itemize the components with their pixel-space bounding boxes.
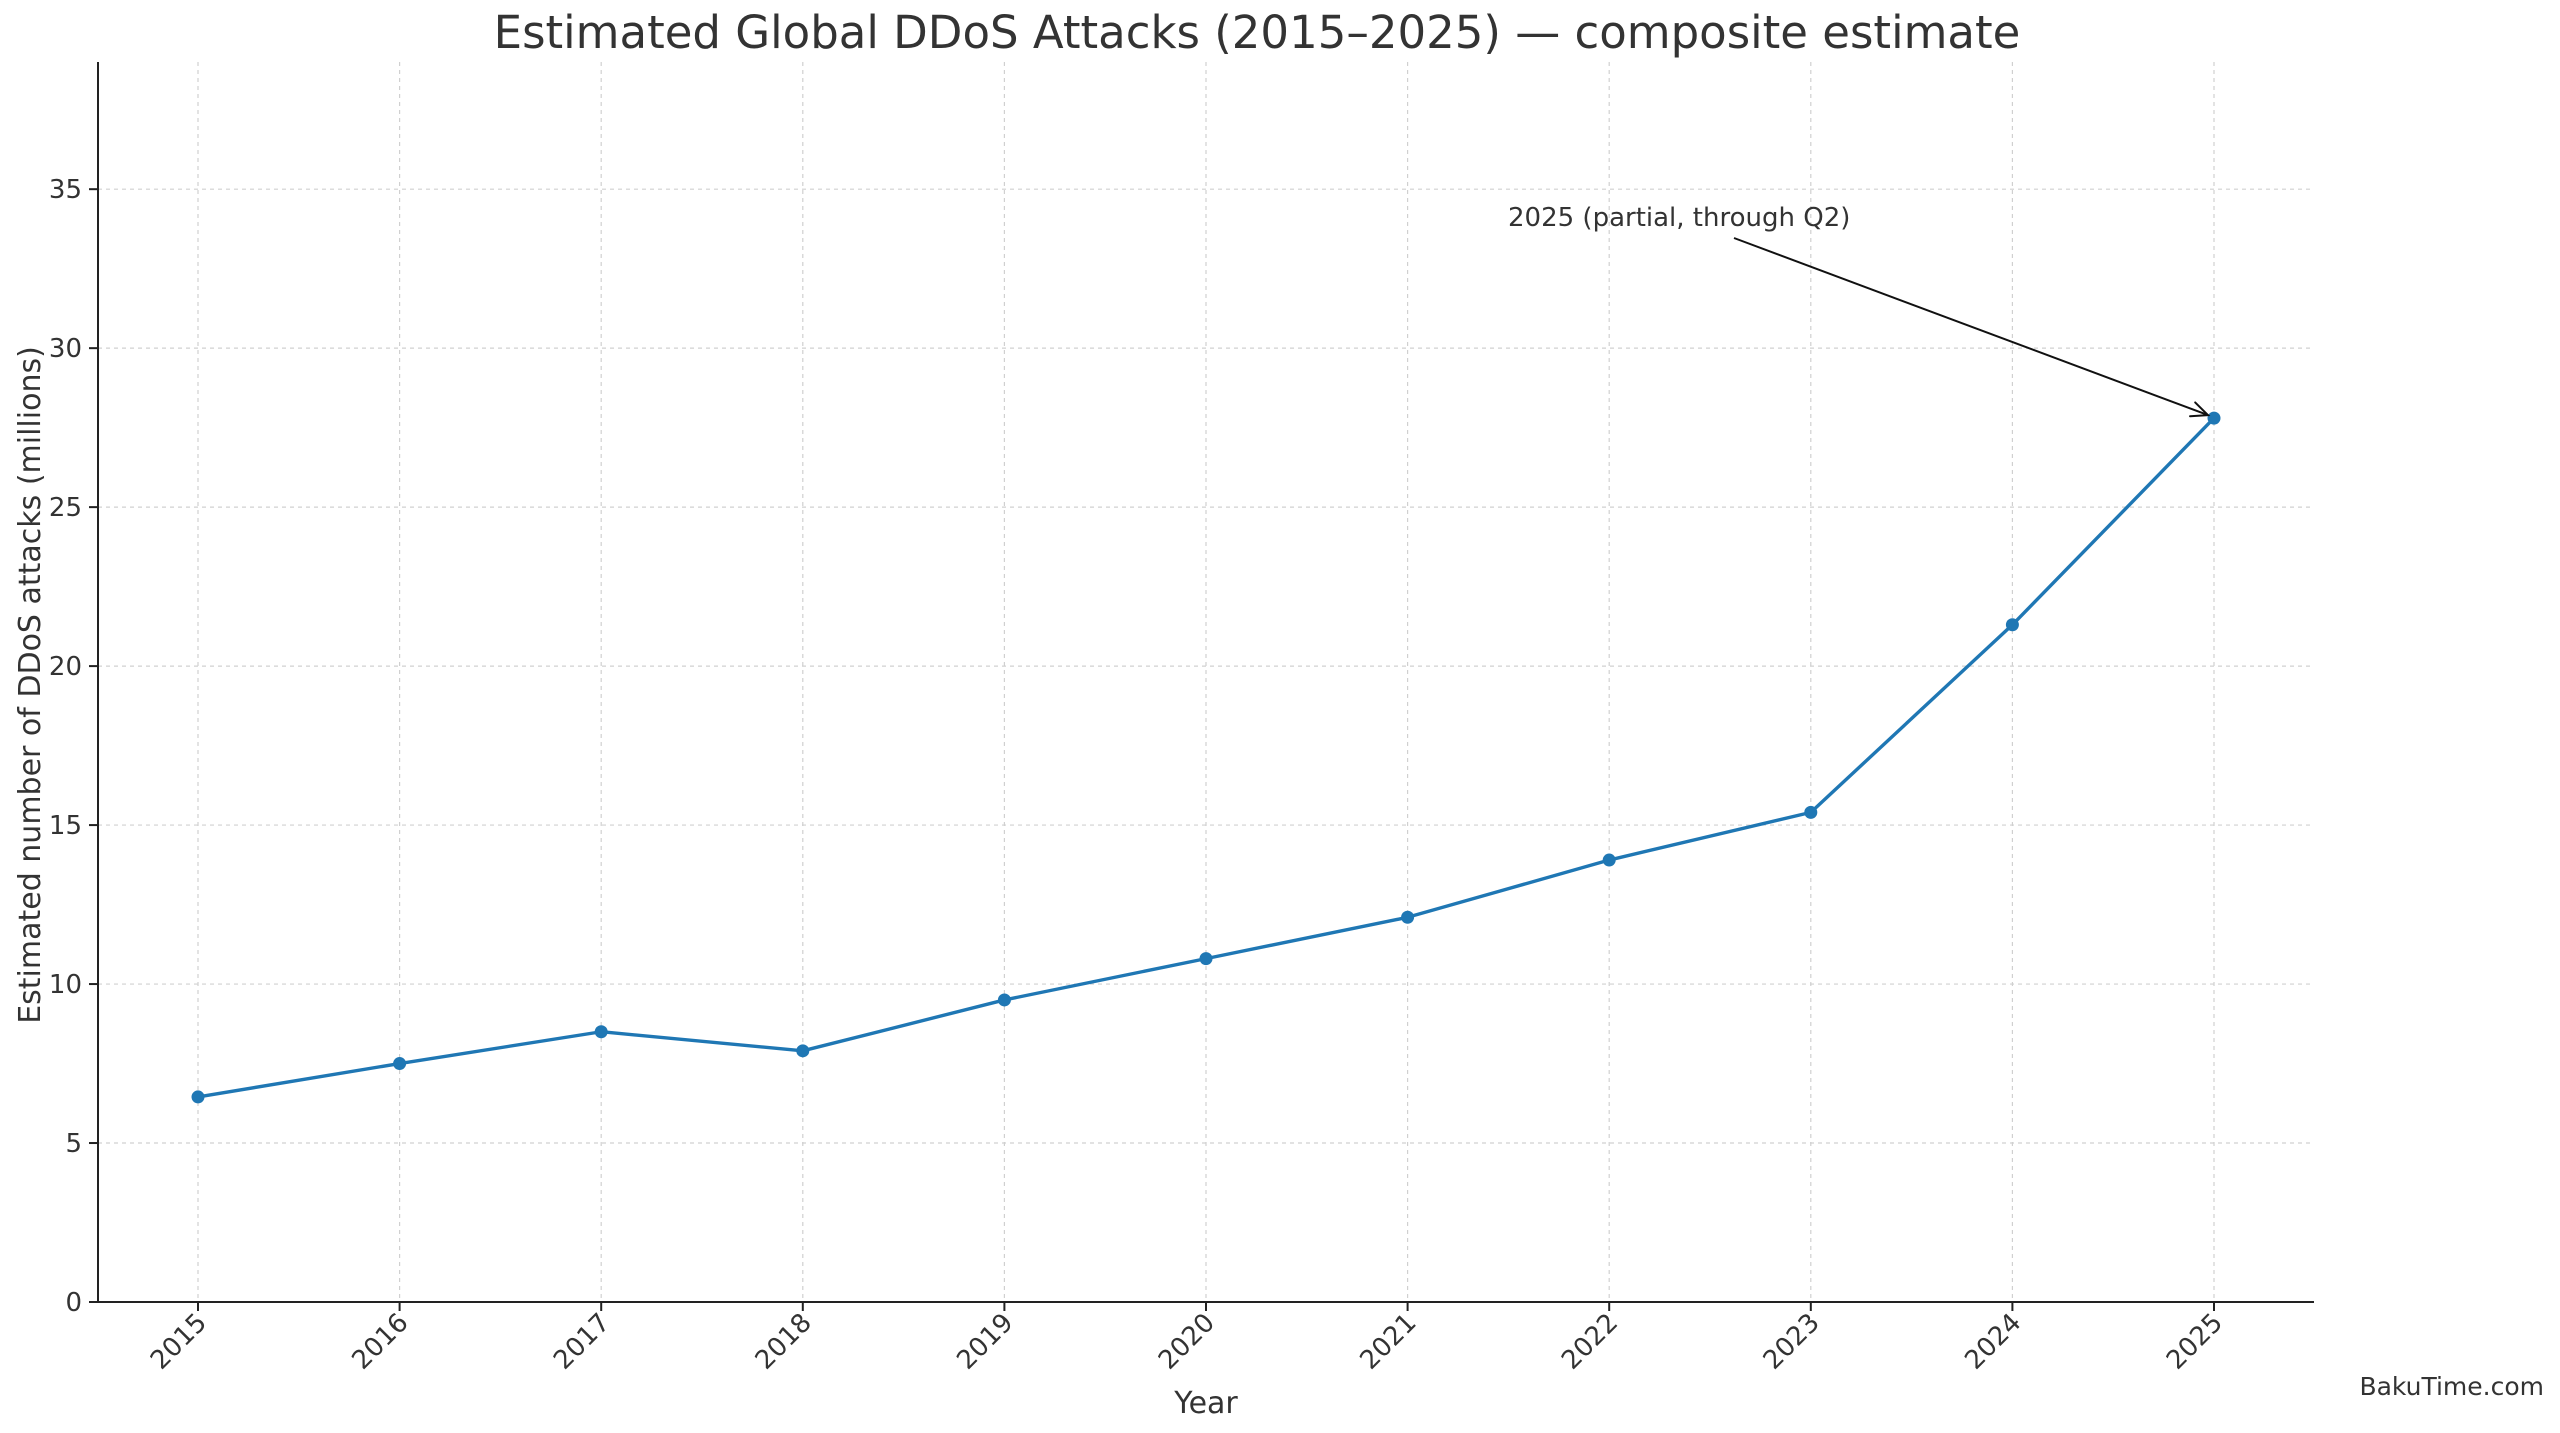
x-axis-ticks: 2015 2016 2017 2018 2019 2020 2021 2022 2023 2024… — [145, 1302, 2229, 1376]
x-tick-label: 2019 — [951, 1308, 1019, 1376]
x-tick-label: 2016 — [347, 1308, 415, 1376]
annotation-text: 2025 (partial, through Q2) — [1508, 203, 1850, 233]
annotation-arrow — [1733, 237, 2209, 417]
x-tick-label: 2023 — [1758, 1308, 1826, 1376]
y-tick-label: 30 — [49, 334, 82, 364]
x-tick-label: 2021 — [1355, 1308, 1423, 1376]
data-point — [997, 993, 1011, 1007]
y-tick-label: 15 — [49, 811, 82, 841]
data-point — [1804, 805, 1818, 819]
y-tick-label: 20 — [49, 652, 82, 682]
data-point — [191, 1090, 205, 1104]
x-tick-label: 2024 — [1959, 1308, 2027, 1376]
x-tick-label: 2020 — [1153, 1308, 1221, 1376]
y-tick-label: 25 — [49, 493, 82, 523]
data-point — [393, 1057, 407, 1071]
chart-title: Estimated Global DDoS Attacks (2015–2025… — [494, 6, 2021, 59]
x-tick-label: 2015 — [145, 1308, 213, 1376]
data-point — [1199, 952, 1213, 966]
data-point — [594, 1025, 608, 1039]
annotation: 2025 (partial, through Q2) — [1508, 203, 2211, 418]
annotation-arrowhead — [2189, 401, 2211, 418]
data-point — [1602, 853, 1616, 867]
y-tick-label: 5 — [65, 1129, 82, 1159]
y-axis-ticks: 0 5 10 15 20 25 30 35 — [49, 175, 98, 1318]
x-axis-label: Year — [1173, 1386, 1238, 1421]
data-point — [1401, 910, 1415, 924]
data-point — [796, 1044, 810, 1058]
gridlines — [98, 62, 2314, 1302]
y-tick-label: 35 — [49, 175, 82, 205]
x-tick-label: 2018 — [750, 1308, 818, 1376]
x-tick-label: 2025 — [2161, 1308, 2229, 1376]
data-series — [191, 411, 2221, 1104]
x-tick-label: 2017 — [548, 1308, 616, 1376]
data-point — [2207, 411, 2221, 425]
y-tick-label: 0 — [65, 1288, 82, 1318]
data-point — [2005, 618, 2019, 632]
watermark: BakuTime.com — [2359, 1372, 2544, 1401]
y-axis-label: Estimated number of DDoS attacks (millio… — [13, 346, 48, 1024]
y-tick-label: 10 — [49, 970, 82, 1000]
x-tick-label: 2022 — [1556, 1308, 1624, 1376]
